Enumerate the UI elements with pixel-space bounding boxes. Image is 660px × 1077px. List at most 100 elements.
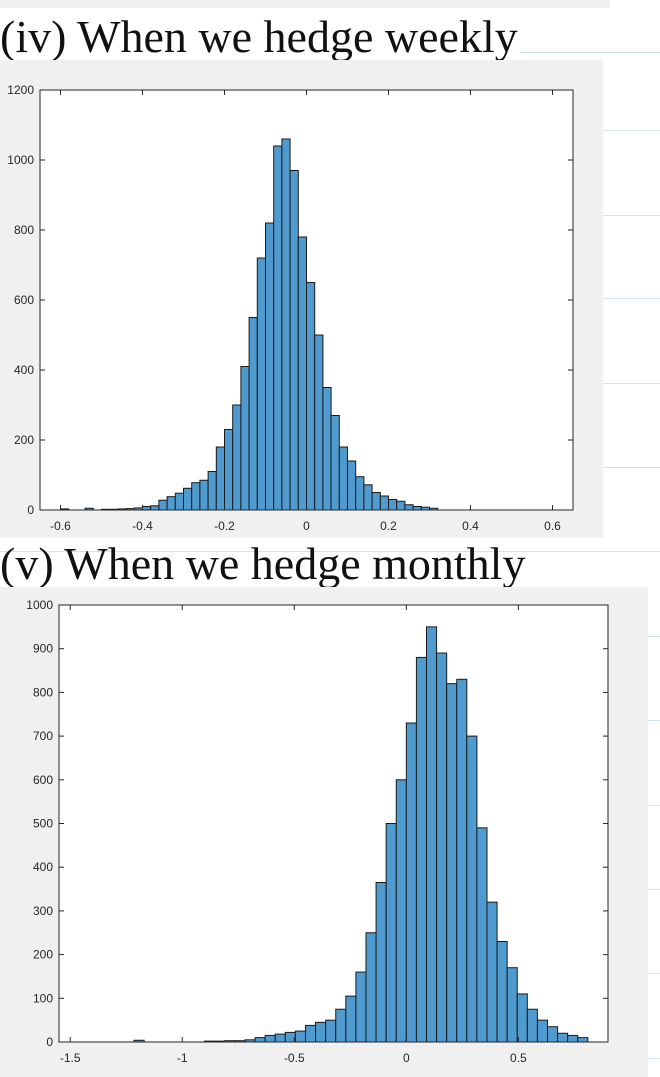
notebook-rule: [648, 636, 660, 637]
histogram-bar: [325, 1019, 337, 1043]
x-tick-label: 0: [303, 519, 310, 533]
histogram-bar: [355, 476, 365, 511]
notebook-rule: [648, 805, 660, 806]
histogram-bar: [281, 138, 291, 511]
histogram-bar: [215, 446, 226, 511]
histogram-bar: [446, 683, 458, 1043]
x-tick-label: 0.5: [510, 1051, 527, 1065]
histogram-bar: [388, 499, 398, 511]
histogram-bar: [425, 626, 438, 1043]
histogram-bar: [486, 901, 498, 1043]
y-tick-label: 1000: [7, 153, 34, 167]
y-tick-label: 300: [33, 904, 53, 918]
histogram-bar: [304, 1024, 317, 1043]
y-tick-label: 0: [27, 503, 34, 517]
notebook-rule: [648, 973, 660, 974]
histogram-bar: [273, 145, 283, 511]
y-tick-label: 200: [33, 948, 53, 962]
y-tick-label: 600: [33, 773, 53, 787]
x-tick-label: -0.5: [284, 1051, 305, 1065]
histogram-bar: [274, 1033, 286, 1043]
histogram-bar: [436, 652, 448, 1043]
histogram-bar: [466, 735, 478, 1043]
histogram-bar: [347, 460, 357, 511]
histogram-bar: [546, 1026, 559, 1043]
x-tick-label: -1: [177, 1051, 188, 1065]
previous-figure-remnant: [0, 0, 610, 8]
y-tick-label: 800: [33, 685, 53, 699]
histogram-bar: [264, 1034, 276, 1043]
histogram-bar: [516, 993, 528, 1043]
y-tick-label: 400: [14, 363, 34, 377]
x-tick-label: -1.5: [60, 1051, 81, 1065]
histogram-bar: [456, 678, 468, 1043]
histogram-bar: [191, 482, 201, 511]
notebook-rule: [648, 889, 660, 890]
histogram-bar: [314, 334, 324, 511]
monthly-histogram: -1.5 -1 -0.5 0 0.5 0 100 200 300 400 500 600 700 800 9…: [26, 598, 609, 1065]
notebook-rule: [603, 215, 660, 216]
histogram-bar: [207, 471, 217, 511]
x-tick-label: -0.2: [214, 519, 235, 533]
histogram-bar: [183, 487, 193, 511]
histogram-bar: [536, 1019, 548, 1043]
monthly-figure-panel: -1.5 -1 -0.5 0 0.5 0 100 200 300 400 500 600 700 800 9…: [0, 587, 648, 1077]
histogram-bar: [396, 500, 406, 511]
histogram-bar: [297, 236, 307, 511]
histogram-bar: [496, 940, 508, 1043]
notebook-rule: [648, 1058, 660, 1059]
x-tick-label: 0.4: [462, 519, 479, 533]
x-tick-label: 0.6: [544, 519, 561, 533]
histogram-bar: [240, 366, 250, 511]
histogram-bar: [355, 971, 367, 1043]
y-tick-label: 900: [33, 642, 53, 656]
histogram-bar: [224, 429, 234, 511]
histogram-bar: [476, 827, 488, 1043]
histogram-bar: [256, 257, 266, 511]
histogram-bar: [577, 1037, 589, 1043]
notebook-rule: [603, 383, 660, 384]
notebook-rule: [603, 130, 660, 131]
histogram-bar: [174, 492, 185, 511]
histogram-bar: [345, 995, 357, 1043]
histogram-bar: [412, 506, 422, 511]
histogram-bar: [330, 415, 340, 511]
plot-area: [58, 604, 609, 1043]
histogram-bar: [415, 656, 427, 1043]
x-tick-label: 0.2: [380, 519, 397, 533]
histogram-bar: [365, 932, 377, 1043]
histogram-bar: [289, 170, 299, 511]
histogram-bar: [158, 499, 168, 511]
histogram-bar: [150, 505, 160, 511]
x-tick-label: -0.6: [50, 519, 71, 533]
histogram-bar: [404, 504, 414, 511]
histogram-bar: [335, 1008, 347, 1043]
notebook-rule: [648, 720, 660, 721]
histogram-bar: [315, 1021, 327, 1043]
histogram-bar: [294, 1030, 306, 1043]
histogram-bar: [506, 967, 518, 1043]
y-tick-label: 1000: [26, 598, 53, 612]
x-tick-label: 0: [403, 1051, 410, 1065]
y-tick-label: 600: [14, 293, 34, 307]
histogram-bar: [557, 1032, 569, 1043]
weekly-figure-panel: -0.6 -0.4 -0.2 0 0.2 0.4 0.6 0 200 400 600 800 1000 1…: [0, 60, 603, 538]
y-tick-label: 700: [33, 729, 53, 743]
histogram-bar: [395, 779, 407, 1043]
weekly-heading: (iv) When we hedge weekly: [0, 11, 518, 62]
y-tick-label: 100: [33, 991, 53, 1005]
histogram-bar: [363, 484, 373, 511]
notebook-rule: [0, 551, 660, 552]
histogram-bar: [265, 222, 275, 511]
y-tick-label: 400: [33, 860, 53, 874]
y-tick-label: 1200: [7, 83, 34, 97]
histogram-bar: [526, 1008, 538, 1043]
notebook-rule: [520, 52, 660, 53]
histogram-bar: [375, 881, 387, 1043]
histogram-bar: [379, 495, 389, 511]
x-tick-label: -0.4: [132, 519, 153, 533]
histogram-bar: [338, 446, 348, 511]
histogram-bar: [322, 387, 332, 511]
histogram-bar: [199, 479, 209, 511]
y-tick-label: 500: [33, 817, 53, 831]
